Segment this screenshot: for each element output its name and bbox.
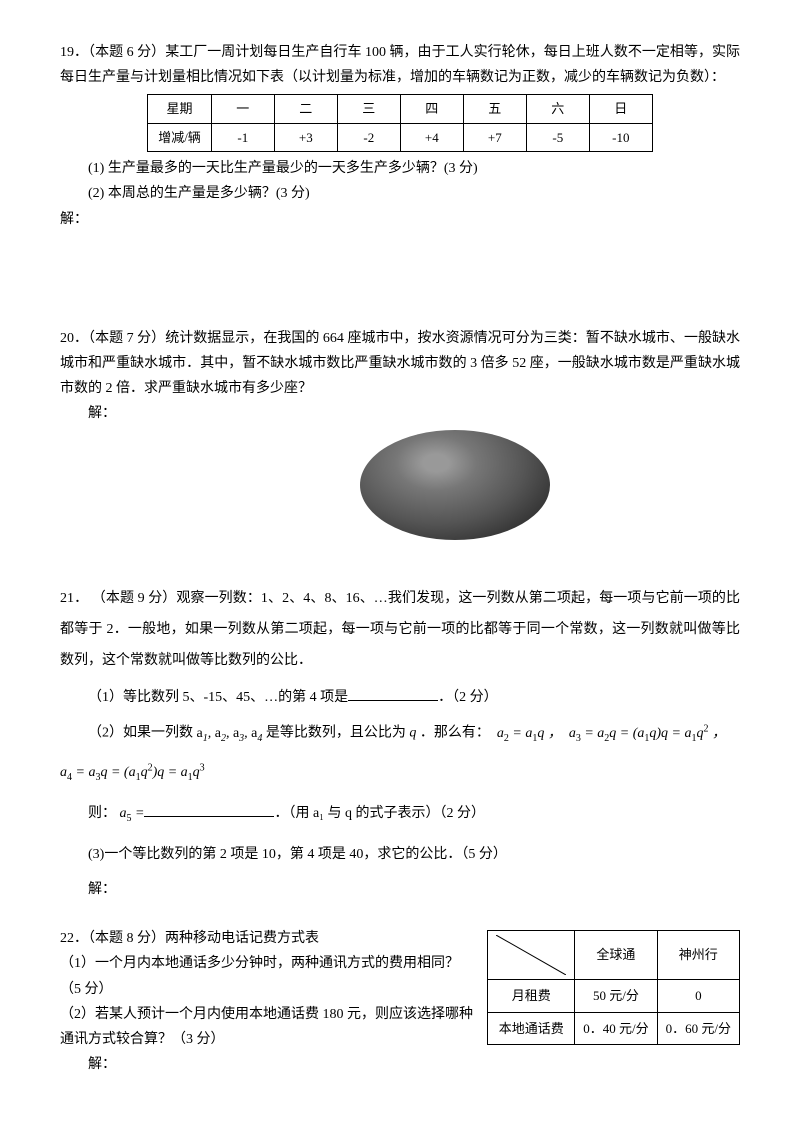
table-row: 本地通话费 0．40 元/分 0．60 元/分 [488, 1012, 740, 1044]
q21-p2after: ．那么有： [420, 726, 490, 741]
q21-then: 则： [88, 806, 116, 821]
q21-text: （本题 9 分）观察一列数：1、2、4、8、16、…我们发现，这一列数从第二项起… [60, 591, 740, 668]
q19-stem: 19．（本题 6 分）某工厂一周计划每日生产自行车 100 辆，由于工人实行轮休… [60, 40, 740, 90]
cell: 日 [589, 95, 652, 123]
q21-number: 21． [60, 591, 88, 606]
q22-number: 22． [60, 931, 88, 946]
table-row: 全球通 神州行 [488, 931, 740, 980]
cell: 0 [657, 980, 739, 1012]
cell: -5 [526, 123, 589, 151]
cell: 一 [211, 95, 274, 123]
q20-stem: 20．（本题 7 分）统计数据显示，在我国的 664 座城市中，按水资源情况可分… [60, 326, 740, 402]
cell: -1 [211, 123, 274, 151]
q21-p2mid: 是等比数列，且公比为 [262, 726, 409, 741]
cell: +7 [463, 123, 526, 151]
table-row: 月租费 50 元/分 0 [488, 980, 740, 1012]
diag-cell [488, 931, 575, 980]
q22-answer-label: 解： [60, 1052, 740, 1077]
blank-line [348, 686, 438, 701]
q22-text: （本题 8 分）两种移动电话记费方式表 [88, 931, 319, 946]
q19-number: 19． [60, 45, 88, 60]
q21-p1b: ．（2 分） [438, 690, 498, 705]
q21-stem: 21． （本题 9 分）观察一列数：1、2、4、8、16、…我们发现，这一列数从… [60, 584, 740, 676]
blank-space [60, 232, 740, 302]
q19-sub1: (1) 生产量最多的一天比生产量最少的一天多生产多少辆？(3 分) [60, 156, 740, 181]
q19-answer-label: 解： [60, 207, 740, 232]
q21-part2: （2）如果一列数 a1, a2, a3, a4 是等比数列，且公比为 q ．那么… [60, 720, 740, 747]
cell: 0．40 元/分 [575, 1012, 657, 1044]
blank-space [60, 540, 740, 560]
cell: 星期 [148, 95, 212, 123]
question-22: 全球通 神州行 月租费 50 元/分 0 本地通话费 0．40 元/分 0．60… [60, 926, 740, 1077]
q19-text: （本题 6 分）某工厂一周计划每日生产自行车 100 辆，由于工人实行轮休，每日… [60, 45, 740, 85]
cell: 50 元/分 [575, 980, 657, 1012]
question-21: 21． （本题 9 分）观察一列数：1、2、4、8、16、…我们发现，这一列数从… [60, 584, 740, 902]
q21-eq2-line: a4 = a3q = (a1q2)q = a1q3 [60, 760, 740, 787]
q19-table: 星期 一 二 三 四 五 六 日 增减/辆 -1 +3 -2 +4 +7 -5 … [147, 94, 653, 152]
cell: 四 [400, 95, 463, 123]
q21-p2: （2）如果一列数 [88, 726, 197, 741]
cell: 六 [526, 95, 589, 123]
q19-sub2: (2) 本周总的生产量是多少辆？(3 分) [60, 181, 740, 206]
cell: 全球通 [575, 931, 657, 980]
q21-part1: （1）等比数列 5、-15、45、…的第 4 项是 ．（2 分） [60, 685, 740, 710]
blank-line [144, 802, 274, 817]
question-20: 20．（本题 7 分）统计数据显示，在我国的 664 座城市中，按水资源情况可分… [60, 326, 740, 561]
q22-table: 全球通 神州行 月租费 50 元/分 0 本地通话费 0．40 元/分 0．60… [487, 930, 740, 1045]
q21-p2tail: ．（用 a₁ 与 q 的式子表示）（2 分） [274, 806, 485, 821]
q21-eq1: a2 = a1q ， a3 = a2q = (a1q)q = a1q2 ， [493, 726, 726, 741]
cell: -2 [337, 123, 400, 151]
cell: +4 [400, 123, 463, 151]
cell: +3 [274, 123, 337, 151]
cell: 增减/辆 [148, 123, 212, 151]
table-row: 星期 一 二 三 四 五 六 日 [148, 95, 653, 123]
question-19: 19．（本题 6 分）某工厂一周计划每日生产自行车 100 辆，由于工人实行轮休… [60, 40, 740, 302]
q20-text: （本题 7 分）统计数据显示，在我国的 664 座城市中，按水资源情况可分为三类… [60, 331, 740, 396]
cell: 神州行 [657, 931, 739, 980]
q20-answer-label: 解： [60, 401, 740, 426]
cell: 本地通话费 [488, 1012, 575, 1044]
cell: -10 [589, 123, 652, 151]
q21-a5-line: 则： a5 =．（用 a₁ 与 q 的式子表示）（2 分） [60, 801, 740, 828]
q21-part3: (3)一个等比数列的第 2 项是 10，第 4 项是 40，求它的公比．（5 分… [60, 842, 740, 867]
q21-eq2: a4 = a3q = (a1q2)q = a1q3 [60, 765, 205, 780]
cell: 0．60 元/分 [657, 1012, 739, 1044]
q21-p1a: （1）等比数列 5、-15、45、…的第 4 项是 [88, 690, 348, 705]
cell: 二 [274, 95, 337, 123]
q21-answer-label: 解： [60, 877, 740, 902]
cell: 五 [463, 95, 526, 123]
drought-image [360, 430, 550, 540]
cell: 月租费 [488, 980, 575, 1012]
q20-number: 20． [60, 331, 88, 346]
table-row: 增减/辆 -1 +3 -2 +4 +7 -5 -10 [148, 123, 653, 151]
cell: 三 [337, 95, 400, 123]
